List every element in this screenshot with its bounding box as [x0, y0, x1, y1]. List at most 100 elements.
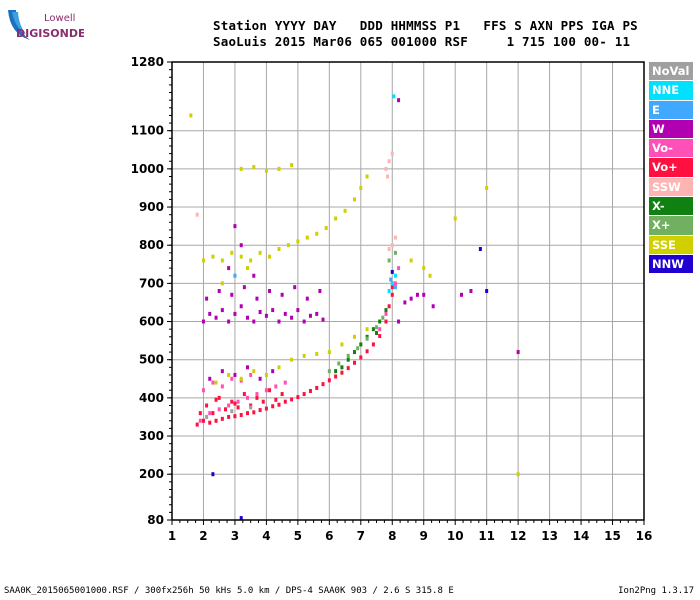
- data-point-vo: [365, 349, 369, 354]
- data-point-w: [422, 292, 426, 297]
- chart-ticks: 1 2 3 4 5 6 7 8 9 10 11 12 13 14 15 1680200300400500600…: [131, 55, 653, 543]
- data-point-w: [290, 315, 294, 320]
- legend-item: NoVal: [649, 62, 693, 82]
- data-point-vo: [217, 407, 221, 412]
- y-tick-label: 400: [139, 391, 164, 405]
- data-point-w: [459, 292, 463, 297]
- data-point-w: [315, 311, 319, 316]
- data-point-w: [283, 311, 287, 316]
- logo-swoosh-inner-icon: [12, 12, 26, 34]
- data-point-sse: [252, 369, 256, 374]
- data-point-e: [393, 285, 397, 290]
- data-point-w: [409, 296, 413, 301]
- data-point-sse: [264, 168, 268, 173]
- data-point-w: [469, 289, 473, 293]
- data-point-vo: [220, 416, 224, 421]
- data-point-x: [375, 325, 379, 330]
- y-tick-label: 1000: [131, 162, 164, 176]
- data-point-vo: [387, 304, 391, 309]
- data-point-nne: [392, 94, 396, 99]
- data-point-sse: [315, 351, 319, 356]
- data-point-ssw: [393, 235, 397, 240]
- chart-legend: NoVal NNE E W Vo- Vo+ SSW X- X+ SSE NNW: [649, 62, 693, 275]
- data-point-vo: [233, 401, 237, 406]
- data-point-w: [208, 376, 212, 381]
- data-point-sse: [343, 208, 347, 213]
- data-point-x: [356, 346, 360, 351]
- data-point-w: [268, 289, 272, 293]
- x-tick-label: 4: [262, 529, 270, 543]
- data-point-vo: [208, 420, 212, 425]
- data-point-sse: [302, 353, 306, 358]
- data-point-x: [353, 350, 357, 355]
- data-point-vo: [277, 402, 281, 407]
- data-point-sse: [277, 247, 281, 252]
- legend-item: X+: [649, 216, 693, 236]
- legend-item: SSW: [649, 177, 693, 198]
- data-point-w: [258, 309, 262, 314]
- data-point-noval: [230, 409, 234, 414]
- data-point-nnw: [239, 516, 243, 521]
- x-tick-label: 8: [388, 529, 396, 543]
- data-point-vo: [252, 410, 256, 415]
- data-point-w: [227, 266, 231, 271]
- data-point-x: [375, 330, 379, 335]
- data-point-x: [365, 336, 369, 341]
- legend-item: NNE: [649, 81, 693, 101]
- data-point-vo: [268, 388, 272, 393]
- data-point-sse: [201, 258, 205, 263]
- data-point-ssw: [390, 243, 394, 248]
- data-point-w: [233, 311, 237, 316]
- data-point-sse: [264, 372, 268, 377]
- data-point-w: [321, 317, 325, 322]
- data-point-vo: [346, 366, 350, 371]
- data-point-x: [387, 258, 391, 263]
- legend-item: Vo+: [649, 158, 693, 178]
- data-point-w: [415, 292, 419, 297]
- data-point-vo: [290, 397, 294, 402]
- data-point-nne: [387, 289, 391, 293]
- lowell-digisonde-logo: Lowell DIGISONDE: [8, 10, 84, 40]
- data-point-x: [381, 315, 385, 320]
- data-point-vo: [217, 395, 221, 400]
- chart-points: [189, 94, 520, 521]
- data-point-w: [233, 372, 237, 377]
- data-point-sse: [268, 254, 272, 259]
- data-point-x: [346, 357, 350, 362]
- data-point-vo: [242, 392, 246, 397]
- data-point-vo: [214, 418, 218, 423]
- data-point-w: [305, 296, 309, 301]
- y-tick-label: 500: [139, 353, 164, 367]
- legend-item: X-: [649, 197, 693, 217]
- data-point-sse: [227, 372, 231, 377]
- data-point-vo: [233, 414, 237, 419]
- data-point-vo: [227, 403, 231, 408]
- x-tick-label: 10: [447, 529, 464, 543]
- data-point-w: [246, 365, 250, 370]
- data-point-ssw: [195, 212, 199, 217]
- x-tick-label: 1: [168, 529, 176, 543]
- data-point-vo: [397, 266, 401, 271]
- y-tick-label: 1100: [131, 124, 164, 138]
- data-point-sse: [353, 334, 357, 339]
- data-point-sse: [220, 281, 224, 286]
- y-tick-label: 600: [139, 315, 164, 329]
- data-point-vo: [280, 392, 284, 397]
- data-point-vo: [246, 411, 250, 416]
- data-point-vo: [230, 399, 234, 404]
- data-point-w: [277, 319, 281, 324]
- data-point-w: [271, 308, 275, 313]
- y-tick-label: 700: [139, 276, 164, 290]
- data-point-vo: [249, 372, 253, 377]
- y-tick-label: 800: [139, 238, 164, 252]
- data-point-vo: [378, 334, 382, 339]
- data-point-sse: [214, 380, 218, 385]
- legend-item: NNW: [649, 254, 693, 275]
- data-point-w: [397, 98, 401, 103]
- data-point-x: [346, 353, 350, 358]
- data-point-vo: [340, 370, 344, 375]
- data-point-sse: [453, 216, 457, 221]
- legend-item: E: [649, 100, 693, 120]
- data-point-w: [246, 315, 250, 320]
- data-point-sse: [516, 472, 520, 477]
